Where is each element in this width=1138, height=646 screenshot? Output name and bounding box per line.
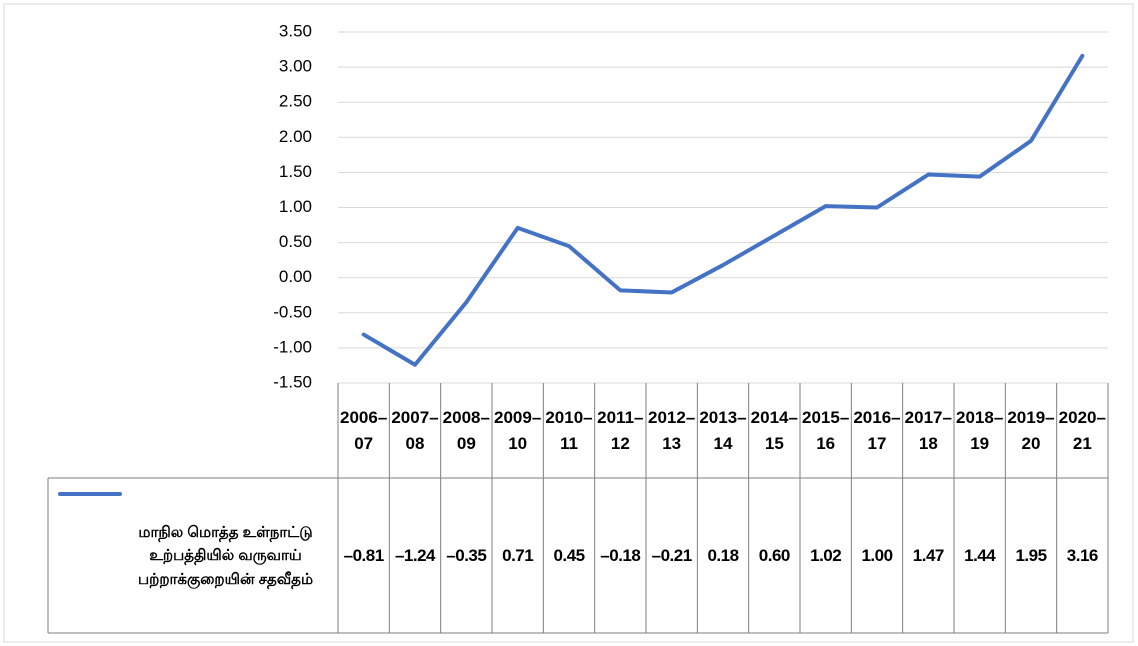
- x-tick-label: 2013–14: [699, 408, 747, 453]
- data-table-value: 3.16: [1066, 545, 1099, 565]
- data-table-value: –1.24: [394, 545, 436, 565]
- y-tick-label: -1.50: [273, 372, 312, 391]
- data-table-value: –0.21: [651, 545, 693, 565]
- x-tick-label: 2014–15: [750, 408, 798, 453]
- y-tick-label: -0.50: [273, 302, 312, 321]
- y-tick-label: 3.50: [279, 21, 312, 40]
- x-tick-label: 2019–20: [1007, 408, 1055, 453]
- data-table-value: 0.45: [553, 545, 585, 565]
- y-tick-label: 3.00: [279, 57, 312, 76]
- y-tick-label: 0.50: [279, 232, 312, 251]
- data-line: [361, 53, 1085, 367]
- x-tick-label: 2009–10: [494, 408, 542, 453]
- x-tick-label: 2017–18: [904, 408, 952, 453]
- x-tick-label: 2020–21: [1058, 408, 1106, 453]
- data-table-value: 0.60: [758, 545, 791, 565]
- data-table-value: 0.71: [502, 545, 534, 565]
- data-table-value: –0.18: [600, 545, 641, 565]
- x-tick-label: 2008–09: [442, 408, 490, 453]
- legend-label: மாநில மொத்த உள்நாட்டு உற்பத்தியில் வருவா…: [137, 524, 314, 588]
- x-tick-label: 2007–08: [391, 408, 439, 453]
- data-table-value: –0.35: [446, 545, 487, 565]
- data-table-value: 1.44: [964, 545, 996, 565]
- y-tick-label: 2.50: [279, 92, 312, 111]
- x-tick-label: 2016–17: [853, 408, 901, 453]
- y-tick-label: -1.00: [273, 337, 312, 356]
- data-table-value: 1.02: [810, 545, 842, 565]
- x-tick-label: 2012–13: [648, 408, 696, 453]
- y-tick-label: 2.00: [279, 127, 312, 146]
- data-table-value: 1.00: [861, 545, 893, 565]
- y-tick-label: 1.00: [279, 197, 312, 216]
- data-table-value: 0.18: [707, 545, 739, 565]
- chart-border: [3, 3, 1134, 643]
- x-tick-label: 2015–16: [802, 408, 850, 453]
- x-tick-label: 2018–19: [956, 408, 1004, 453]
- data-table-value: 1.95: [1015, 545, 1047, 565]
- y-tick-label: 1.50: [279, 162, 312, 181]
- x-tick-label: 2010–11: [545, 408, 593, 453]
- x-tick-label: 2006–07: [340, 408, 388, 453]
- data-table-value: 1.47: [912, 545, 945, 565]
- y-tick-label: 0.00: [279, 267, 312, 286]
- x-tick-label: 2011–12: [597, 408, 644, 453]
- data-table-value: –0.81: [343, 545, 385, 565]
